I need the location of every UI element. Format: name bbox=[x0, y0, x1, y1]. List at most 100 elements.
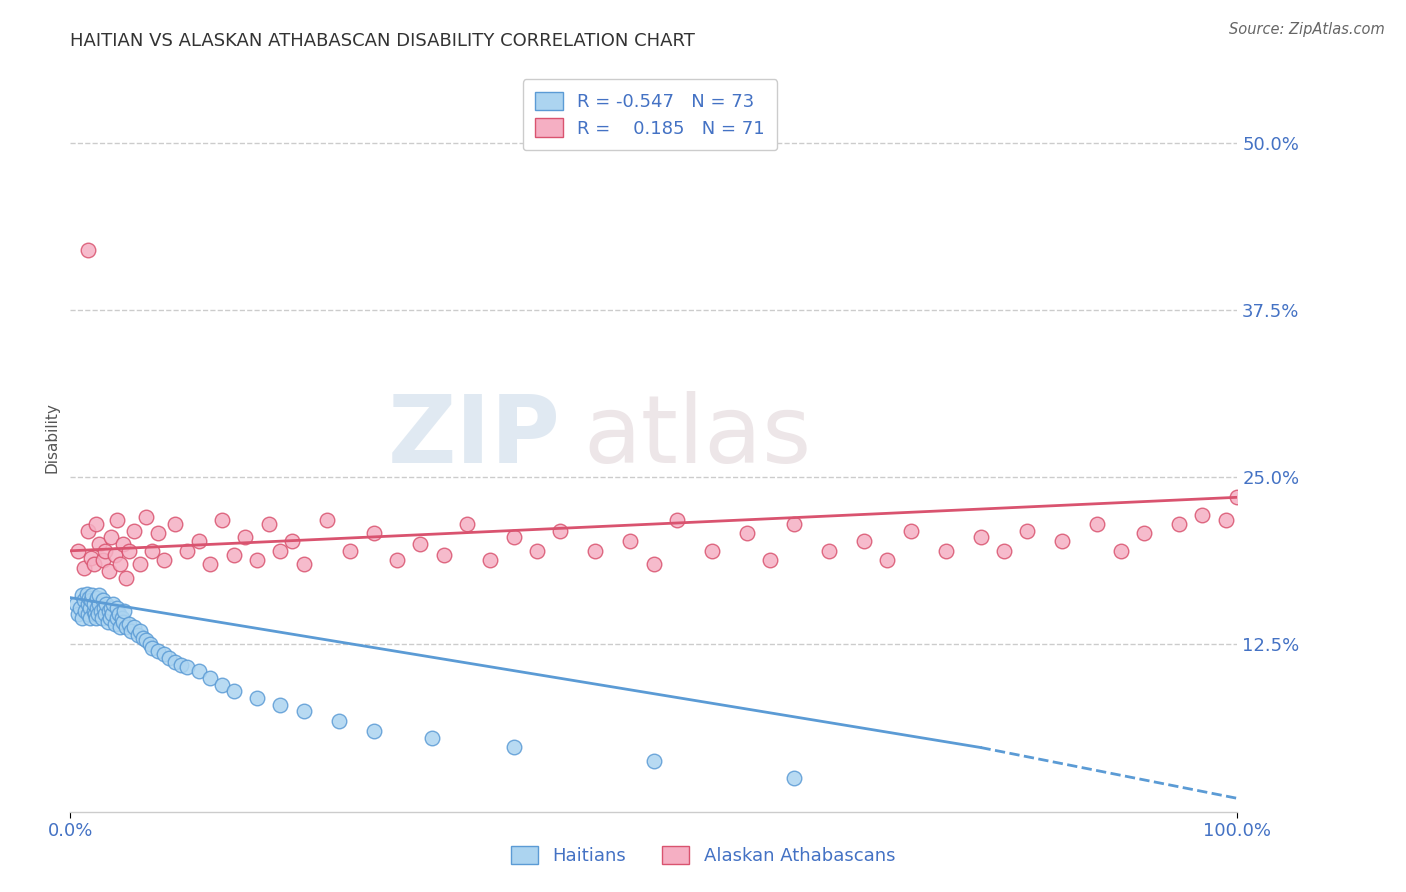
Point bbox=[83, 557, 105, 572]
Point bbox=[93, 601, 115, 615]
Point bbox=[105, 601, 128, 615]
Point bbox=[526, 543, 548, 558]
Point bbox=[876, 553, 898, 567]
Point bbox=[385, 553, 408, 567]
Point bbox=[79, 611, 101, 625]
Point bbox=[643, 557, 665, 572]
Point bbox=[643, 754, 665, 768]
Point bbox=[86, 601, 108, 615]
Point bbox=[141, 641, 163, 656]
Point bbox=[187, 664, 209, 679]
Point bbox=[170, 657, 193, 672]
Point bbox=[666, 513, 689, 527]
Point bbox=[87, 607, 110, 621]
Point bbox=[96, 598, 118, 612]
Point bbox=[89, 598, 111, 612]
Point bbox=[502, 740, 524, 755]
Point bbox=[115, 571, 138, 585]
Point bbox=[257, 517, 280, 532]
Point bbox=[702, 543, 724, 558]
Point bbox=[246, 690, 269, 705]
Point bbox=[735, 526, 758, 541]
Point bbox=[80, 550, 103, 565]
Point bbox=[585, 543, 607, 558]
Point bbox=[339, 543, 361, 558]
Text: atlas: atlas bbox=[583, 391, 813, 483]
Point bbox=[76, 607, 98, 621]
Point bbox=[104, 548, 127, 562]
Point bbox=[115, 620, 138, 634]
Point bbox=[934, 543, 956, 558]
Point bbox=[97, 564, 120, 578]
Point bbox=[129, 624, 152, 639]
Point bbox=[70, 611, 93, 625]
Point bbox=[222, 684, 245, 698]
Legend: Haitians, Alaskan Athabascans: Haitians, Alaskan Athabascans bbox=[503, 838, 903, 872]
Point bbox=[135, 633, 157, 648]
Point bbox=[187, 534, 209, 549]
Point bbox=[127, 628, 149, 642]
Point bbox=[77, 591, 100, 605]
Point bbox=[316, 513, 339, 527]
Point bbox=[124, 524, 146, 538]
Point bbox=[233, 530, 256, 544]
Point bbox=[111, 537, 134, 551]
Point bbox=[97, 615, 120, 629]
Point bbox=[269, 543, 291, 558]
Point bbox=[146, 526, 169, 541]
Point bbox=[90, 604, 112, 618]
Point bbox=[86, 591, 108, 605]
Text: ZIP: ZIP bbox=[388, 391, 561, 483]
Point bbox=[120, 624, 142, 639]
Point bbox=[129, 557, 152, 572]
Point bbox=[67, 607, 90, 621]
Point bbox=[90, 611, 112, 625]
Point bbox=[67, 543, 90, 558]
Point bbox=[138, 637, 160, 651]
Point bbox=[1133, 526, 1156, 541]
Point bbox=[1109, 543, 1132, 558]
Point bbox=[969, 530, 991, 544]
Point bbox=[118, 543, 141, 558]
Point bbox=[433, 548, 456, 562]
Point bbox=[1167, 517, 1189, 532]
Point bbox=[1215, 513, 1237, 527]
Point bbox=[73, 561, 96, 575]
Point bbox=[269, 698, 291, 712]
Point bbox=[852, 534, 875, 549]
Point bbox=[104, 617, 127, 632]
Point bbox=[105, 513, 128, 527]
Point bbox=[76, 243, 98, 257]
Point bbox=[94, 607, 117, 621]
Point bbox=[84, 517, 107, 532]
Point bbox=[420, 731, 443, 746]
Point bbox=[1191, 508, 1213, 522]
Point bbox=[73, 593, 96, 607]
Point bbox=[211, 513, 233, 527]
Point bbox=[479, 553, 502, 567]
Y-axis label: Disability: Disability bbox=[44, 401, 59, 473]
Point bbox=[200, 557, 222, 572]
Text: HAITIAN VS ALASKAN ATHABASCAN DISABILITY CORRELATION CHART: HAITIAN VS ALASKAN ATHABASCAN DISABILITY… bbox=[70, 32, 695, 50]
Point bbox=[65, 598, 87, 612]
Point bbox=[176, 660, 198, 674]
Point bbox=[80, 593, 103, 607]
Point bbox=[783, 517, 806, 532]
Point bbox=[152, 647, 174, 661]
Point bbox=[993, 543, 1015, 558]
Point bbox=[818, 543, 841, 558]
Point bbox=[83, 598, 105, 612]
Point bbox=[1085, 517, 1108, 532]
Point bbox=[409, 537, 432, 551]
Point bbox=[105, 611, 128, 625]
Point bbox=[550, 524, 572, 538]
Point bbox=[619, 534, 641, 549]
Point bbox=[135, 510, 157, 524]
Point bbox=[1017, 524, 1039, 538]
Legend: R = -0.547   N = 73, R =    0.185   N = 71: R = -0.547 N = 73, R = 0.185 N = 71 bbox=[523, 79, 778, 150]
Point bbox=[900, 524, 922, 538]
Point bbox=[1226, 491, 1249, 505]
Point bbox=[176, 543, 198, 558]
Point bbox=[211, 678, 233, 692]
Point bbox=[165, 517, 187, 532]
